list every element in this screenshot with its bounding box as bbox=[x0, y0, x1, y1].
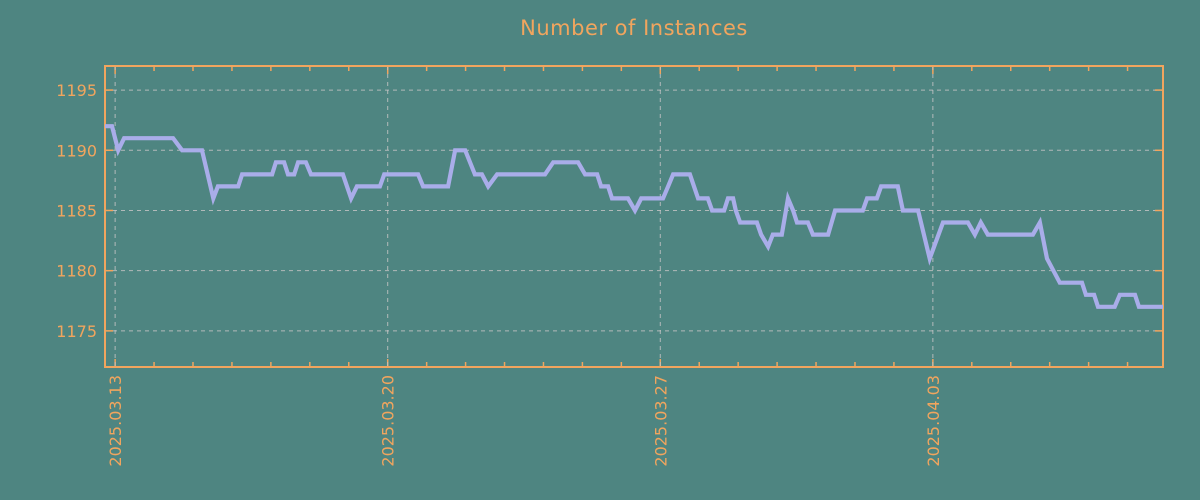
x-tick-label: 2025.03.13 bbox=[106, 375, 125, 467]
x-tick-label: 2025.03.20 bbox=[379, 375, 398, 467]
y-tick-label: 1185 bbox=[56, 201, 97, 220]
series-line-instances bbox=[105, 124, 1163, 309]
x-tick-label: 2025.03.27 bbox=[651, 375, 670, 467]
plot-border bbox=[104, 65, 1164, 368]
y-tick-label: 1180 bbox=[56, 262, 97, 281]
y-tick-label: 1190 bbox=[56, 141, 97, 160]
y-tick-label: 1195 bbox=[56, 81, 97, 100]
x-tick-label: 2025.04.03 bbox=[924, 375, 943, 467]
y-tick-label: 1175 bbox=[56, 322, 97, 341]
chart-title: Number of Instances bbox=[520, 16, 748, 40]
